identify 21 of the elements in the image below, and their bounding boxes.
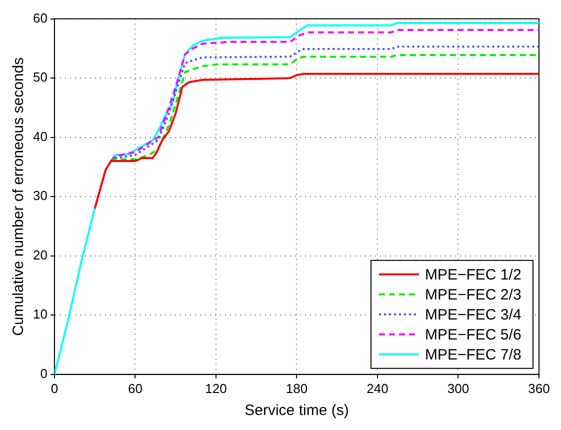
x-tick-label: 0	[50, 380, 58, 396]
legend-label: MPE−FEC 3/4	[425, 306, 522, 324]
x-tick-label: 240	[366, 380, 388, 396]
x-tick-label: 180	[286, 380, 308, 396]
y-tick-label: 10	[32, 306, 48, 322]
y-tick-label: 60	[32, 10, 48, 26]
x-tick-label: 300	[447, 380, 470, 396]
x-tick-label: 120	[205, 380, 227, 396]
y-tick-label: 20	[32, 247, 48, 262]
legend-label: MPE−FEC 7/8	[425, 346, 522, 364]
y-axis-title: Cumulative number of erroneous seconds	[10, 57, 28, 336]
legend-label: MPE−FEC 5/6	[425, 326, 522, 344]
legend-label: MPE−FEC 1/2	[425, 266, 522, 284]
y-tick-label: 50	[32, 70, 48, 85]
x-axis-title: Service time (s)	[244, 402, 349, 420]
x-tick-label: 360	[528, 380, 550, 396]
y-tick-label: 30	[32, 188, 48, 204]
y-tick-label: 0	[40, 366, 48, 381]
y-tick-label: 40	[32, 128, 48, 144]
legend-label: MPE−FEC 2/3	[425, 286, 522, 304]
x-tick-label: 60	[128, 380, 142, 396]
